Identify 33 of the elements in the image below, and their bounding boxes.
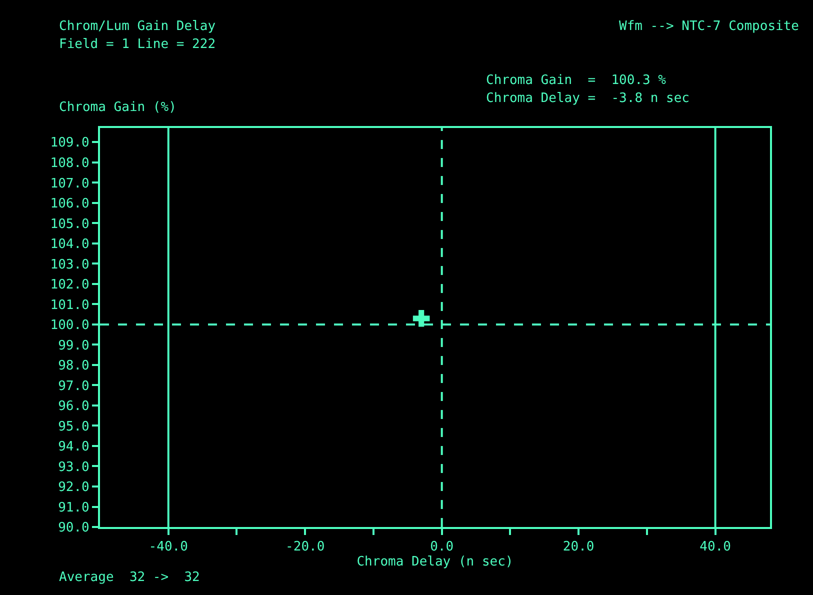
y-tick-label: 94.0 <box>58 440 90 455</box>
y-tick-label: 105.0 <box>50 216 90 232</box>
y-tick-label: 91.0 <box>58 500 90 516</box>
y-tick-label: 104.0 <box>50 237 90 252</box>
x-tick-label: 20.0 <box>562 540 594 555</box>
y-tick-label: 102.0 <box>50 278 90 292</box>
y-tick-label: 98.0 <box>58 358 90 374</box>
x-axis-title: Chroma Delay (n sec) <box>356 554 514 570</box>
text: Chroma Delay = -3.8 n sec <box>486 91 690 106</box>
y-tick-label: 100.0 <box>50 318 90 334</box>
y-tick-label: 97.0 <box>58 378 90 394</box>
x-tick-label: -20.0 <box>286 540 325 555</box>
y-tick-label: 107.0 <box>50 176 90 192</box>
y-tick-label: 108.0 <box>50 156 90 171</box>
text: Chroma Gain = 100.3 % <box>486 73 666 88</box>
x-tick-label: 40.0 <box>700 540 731 555</box>
chart-subtitle: Field = 1 Line = 222 <box>59 37 216 52</box>
x-tick-label: 0.0 <box>430 540 454 555</box>
y-tick-label: 103.0 <box>50 257 90 272</box>
x-tick-label: -40.0 <box>148 540 188 555</box>
y-tick-label: 93.0 <box>58 460 90 475</box>
y-tick-label: 109.0 <box>50 136 90 151</box>
y-tick-label: 95.0 <box>58 419 90 434</box>
chart-title: Chrom/Lum Gain Delay <box>59 19 216 34</box>
text: Average 32 -> 32 <box>59 570 200 585</box>
y-axis-title: Chroma Gain (%) <box>59 100 176 115</box>
y-tick-label: 92.0 <box>58 480 90 496</box>
y-tick-label: 106.0 <box>50 196 90 212</box>
y-tick-label: 99.0 <box>58 338 90 354</box>
y-tick-label: 101.0 <box>50 298 90 313</box>
text: Wfm --> NTC-7 Composite <box>619 19 800 34</box>
y-tick-label: 96.0 <box>58 399 90 414</box>
y-tick-label: 90.0 <box>58 520 90 536</box>
